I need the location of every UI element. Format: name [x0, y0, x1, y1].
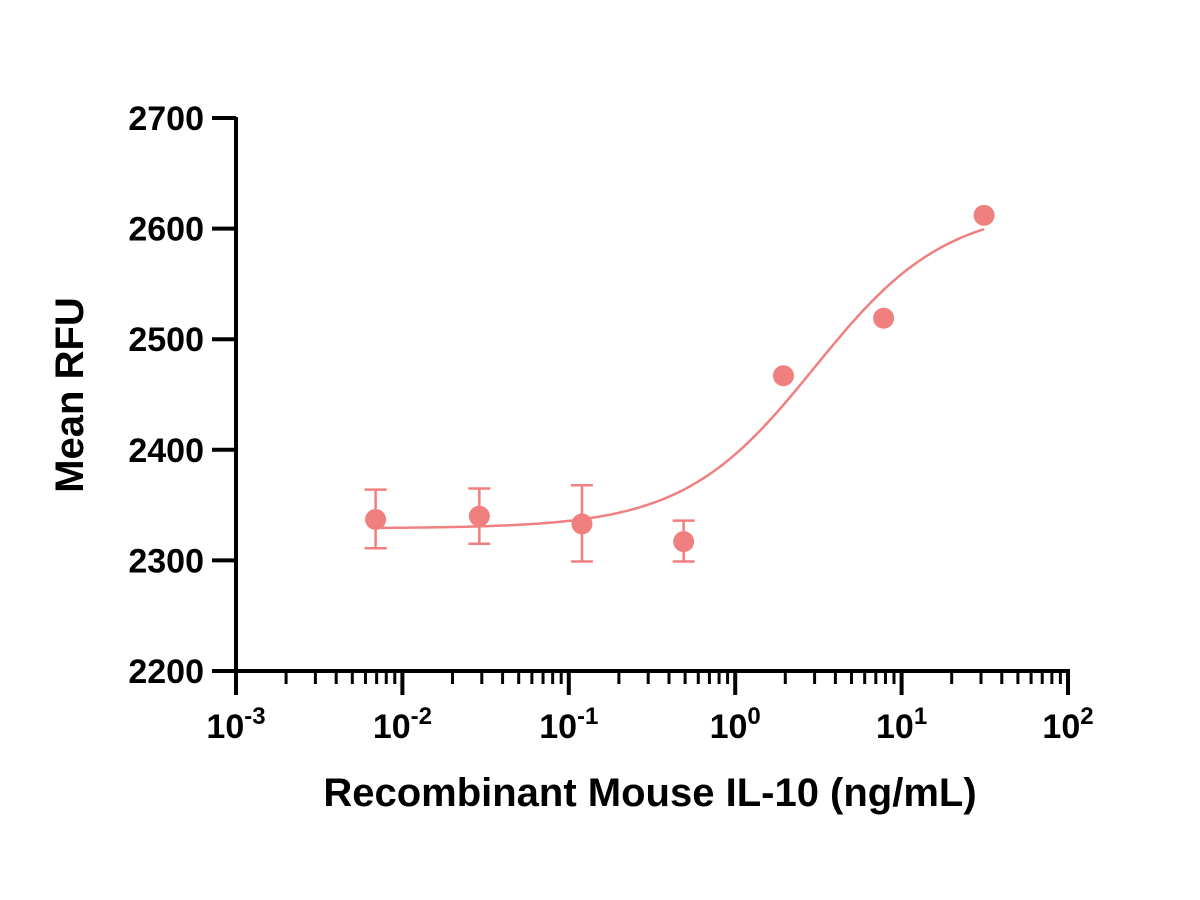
y-tick-label: 2600 [128, 211, 204, 249]
fit-curve-layer [375, 227, 985, 530]
y-tick-label: 2200 [128, 653, 204, 691]
x-tick-label: 10-2 [373, 703, 432, 746]
x-tick-label: 100 [710, 703, 761, 746]
x-tick-label: 10-3 [206, 703, 265, 746]
y-tick-label: 2300 [128, 542, 204, 580]
axes: 2200 2300 2400 2500 2600 2700 10-3 10-2 10-1 100 1… [128, 100, 1093, 746]
data-points-layer [364, 204, 995, 563]
data-point [973, 204, 995, 226]
x-tick-label: 10-1 [539, 703, 598, 746]
x-tick-label: 102 [1042, 703, 1093, 746]
data-point [772, 365, 794, 387]
x-tick-label: 101 [876, 703, 927, 746]
y-tick-label: 2700 [128, 100, 204, 138]
fit-curve [375, 227, 985, 530]
y-tick-label: 2400 [128, 432, 204, 470]
y-axis-title: Mean RFU [48, 297, 92, 493]
x-axis-title: Recombinant Mouse IL-10 (ng/mL) [323, 771, 976, 815]
data-point [365, 508, 387, 530]
data-point [673, 531, 695, 553]
data-point [571, 513, 593, 535]
data-point [873, 307, 895, 329]
y-tick-label: 2500 [128, 321, 204, 359]
data-point [468, 505, 490, 527]
